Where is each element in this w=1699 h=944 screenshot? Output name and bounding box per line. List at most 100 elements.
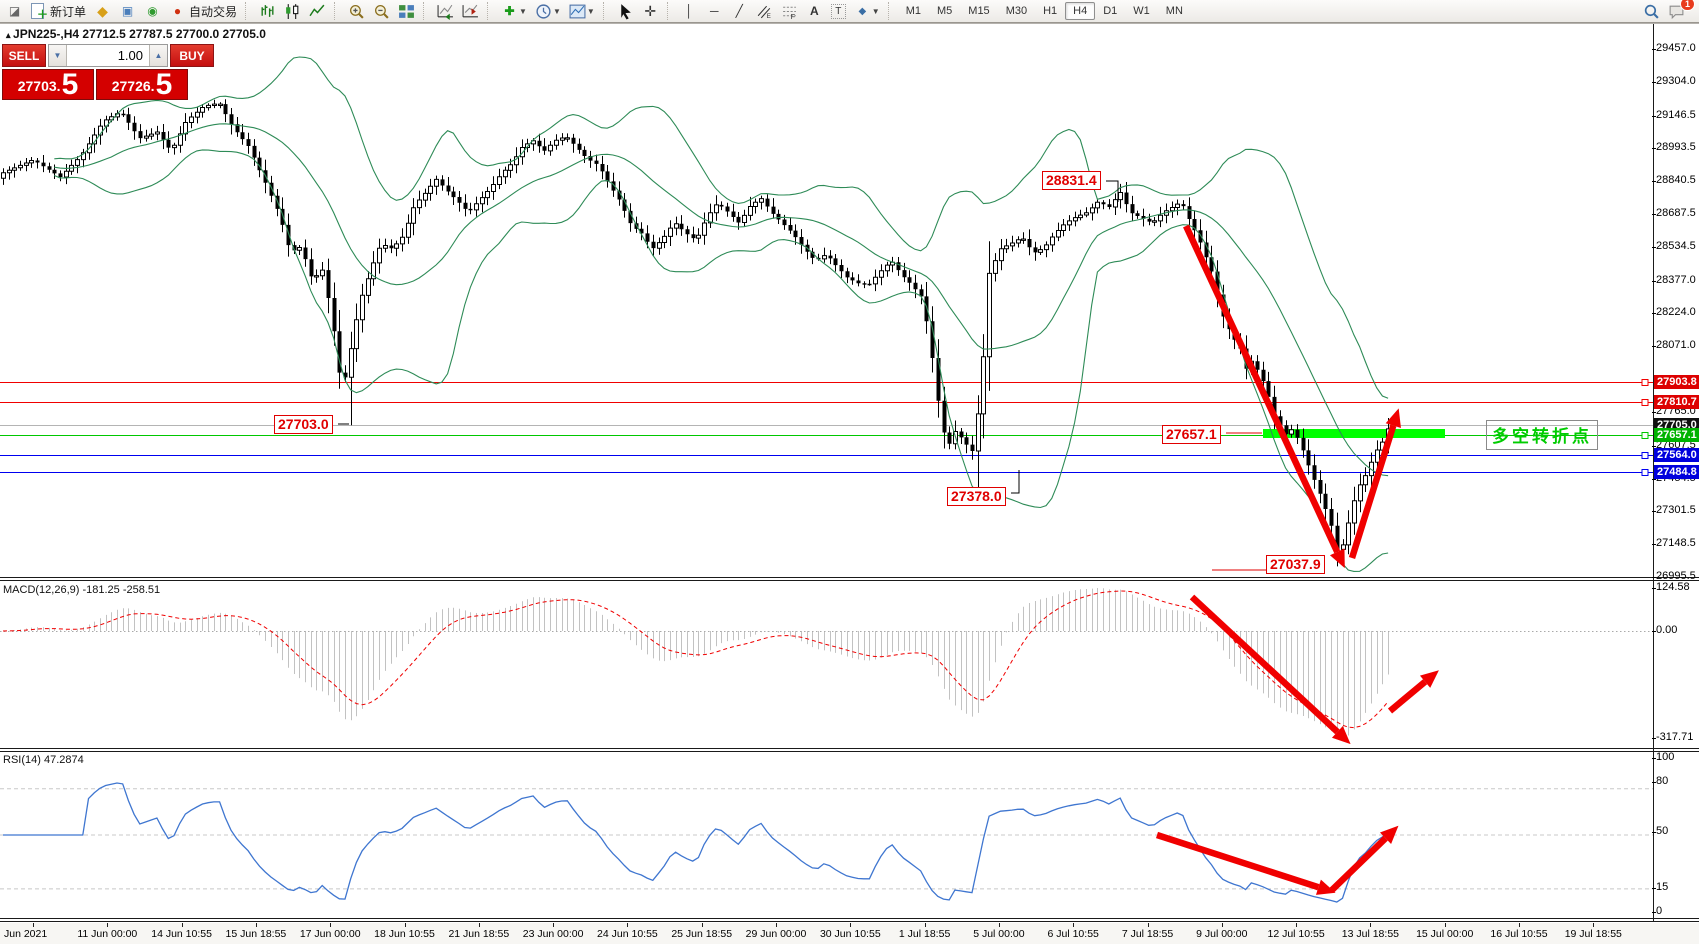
text-tool[interactable]: A — [802, 1, 827, 21]
cursor-tool-button[interactable] — [613, 1, 638, 21]
chevron-down-icon: ▼ — [586, 6, 595, 16]
line-end-marker — [1641, 452, 1649, 459]
price-callout: 27037.9 — [1266, 555, 1325, 574]
price-axis-tick: 28534.5 — [1652, 239, 1696, 252]
timeframe-button-m5[interactable]: M5 — [937, 5, 953, 17]
toolbar-separator — [602, 2, 610, 20]
zoom-out-button[interactable] — [369, 1, 394, 21]
time-axis-tick — [1519, 923, 1520, 927]
fibonacci-tool[interactable]: F — [777, 1, 802, 21]
bid-price-display[interactable]: 27703. 5 — [2, 69, 94, 100]
candlestick-chart-icon — [286, 3, 299, 19]
notifications-button[interactable]: 1 — [1664, 0, 1695, 21]
chevron-down-icon: ▼ — [871, 6, 880, 16]
macd-pane-separator[interactable] — [0, 577, 1699, 581]
timeframe-button-h4[interactable]: H4 — [1065, 2, 1096, 20]
macd-histogram — [9, 588, 1389, 738]
new-order-button[interactable]: ＋ 新订单 — [27, 1, 90, 21]
sell-button[interactable]: SELL — [2, 44, 46, 67]
price-axis-tick: 26995.5 — [1652, 569, 1696, 582]
price-axis-tick: 28071.0 — [1652, 339, 1696, 352]
chart-window-icon[interactable]: ◪ — [2, 1, 27, 21]
macd-indicator-label: MACD(12,26,9) -181.25 -258.51 — [3, 584, 161, 596]
time-axis-tick — [182, 923, 183, 927]
line-chart-button[interactable] — [305, 1, 330, 21]
timeframe-toolbar: M1 M5 M15 M30 H1 H4 D1 W1 MN — [898, 2, 1191, 20]
crosshair-tool-button[interactable]: ✛ — [638, 1, 663, 21]
macd-signal-line — [2, 590, 1389, 729]
price-axis-tick: 29304.0 — [1652, 74, 1696, 87]
vertical-line-icon: │ — [685, 3, 694, 18]
time-axis-label: 5 Jul 00:00 — [973, 928, 1025, 940]
autotrading-button[interactable]: ● 自动交易 — [165, 1, 241, 21]
bollinger-middle — [54, 123, 1389, 477]
price-callout: 28831.4 — [1042, 171, 1101, 190]
rsi-indicator-label: RSI(14) 47.2874 — [3, 754, 84, 766]
time-axis-label: 23 Jun 00:00 — [522, 928, 584, 940]
buy-button[interactable]: BUY — [170, 44, 214, 67]
timeframe-button-d1[interactable]: D1 — [1103, 5, 1118, 17]
time-axis-tick — [405, 923, 406, 927]
search-button[interactable] — [1639, 1, 1664, 21]
time-axis-label: 25 Jun 18:55 — [671, 928, 733, 940]
chart-shift-button[interactable] — [458, 1, 483, 21]
timeframe-button-m15[interactable]: M15 — [968, 5, 990, 17]
zoom-in-button[interactable] — [344, 1, 369, 21]
volume-increase-button[interactable]: ▲ — [149, 45, 167, 66]
arrow-shapes-icon: ◆ — [858, 5, 867, 17]
price-axis-tick: 28687.5 — [1652, 207, 1696, 220]
horizontal-line-tool[interactable]: ─ — [702, 1, 727, 21]
periods-button[interactable]: ▼ — [531, 1, 565, 21]
timeframe-button-h1[interactable]: H1 — [1043, 5, 1058, 17]
volume-stepper[interactable]: ▼ 1.00 ▲ — [48, 44, 168, 67]
text-label-tool[interactable]: T — [827, 1, 850, 21]
rsi-pane-separator[interactable] — [0, 748, 1699, 752]
brush-icon: ◆ — [97, 2, 108, 19]
equidistant-channel-icon: E — [757, 5, 771, 19]
timeframe-button-m1[interactable]: M1 — [905, 5, 921, 17]
callout-connector — [1106, 180, 1119, 202]
autotrading-icon: ● — [173, 3, 182, 18]
text-icon: A — [809, 3, 819, 18]
channel-tool[interactable]: E — [752, 1, 777, 21]
rsi-axis-tick: 15 — [1651, 881, 1669, 893]
price-tag: 27903.8 — [1654, 375, 1699, 390]
toolbar-separator — [334, 2, 341, 20]
autotrading-label: 自动交易 — [189, 4, 238, 19]
time-axis[interactable]: Jun 2021 11 Jun 00:00 14 Jun 10:55 15 Jun 1… — [0, 923, 1699, 944]
callout-connector — [1011, 470, 1020, 494]
rsi-axis-tick: 0 — [1651, 905, 1663, 917]
bar-chart-button[interactable] — [255, 1, 280, 21]
chart-marker-icon: ▴ — [6, 30, 14, 40]
trend-arrow-main-0 — [1183, 224, 1341, 554]
price-tag: 27810.7 — [1654, 395, 1699, 410]
timeframe-button-w1[interactable]: W1 — [1133, 5, 1150, 17]
market-watch-button[interactable]: ▣ — [115, 1, 140, 21]
macd-axis-tick: 124.58 — [1652, 581, 1690, 593]
signals-button[interactable]: ◉ — [140, 1, 165, 21]
styler-button[interactable]: ◆ — [90, 1, 115, 21]
templates-button[interactable]: ▼ — [565, 1, 599, 21]
trendline-tool[interactable]: ╱ — [727, 1, 752, 21]
auto-scroll-button[interactable] — [433, 1, 458, 21]
time-axis-label: 24 Jun 10:55 — [597, 928, 658, 940]
ask-price-display[interactable]: 27726. 5 — [96, 69, 188, 100]
timeframe-button-mn[interactable]: MN — [1165, 5, 1183, 17]
rsi-axis-tick: 100 — [1651, 751, 1675, 763]
time-axis-tick — [256, 923, 257, 927]
price-axis-tick: 27148.5 — [1652, 537, 1696, 550]
indicators-button[interactable]: ✚ ▼ — [497, 1, 531, 21]
timeframe-button-m30[interactable]: M30 — [1005, 5, 1028, 17]
volume-value[interactable]: 1.00 — [117, 48, 143, 63]
line-end-marker — [1641, 469, 1649, 476]
trend-arrow-rsi-0 — [1155, 831, 1320, 891]
notification-badge: 1 — [1679, 0, 1695, 11]
tile-windows-button[interactable] — [394, 1, 419, 21]
time-axis-tick — [1222, 923, 1223, 927]
vertical-line-tool[interactable]: │ — [677, 1, 702, 21]
candlestick-chart-button[interactable] — [280, 1, 305, 21]
rsi-axis-tick: 50 — [1651, 825, 1669, 837]
arrows-tool[interactable]: ◆ ▼ — [850, 1, 884, 21]
volume-decrease-button[interactable]: ▼ — [49, 45, 67, 66]
